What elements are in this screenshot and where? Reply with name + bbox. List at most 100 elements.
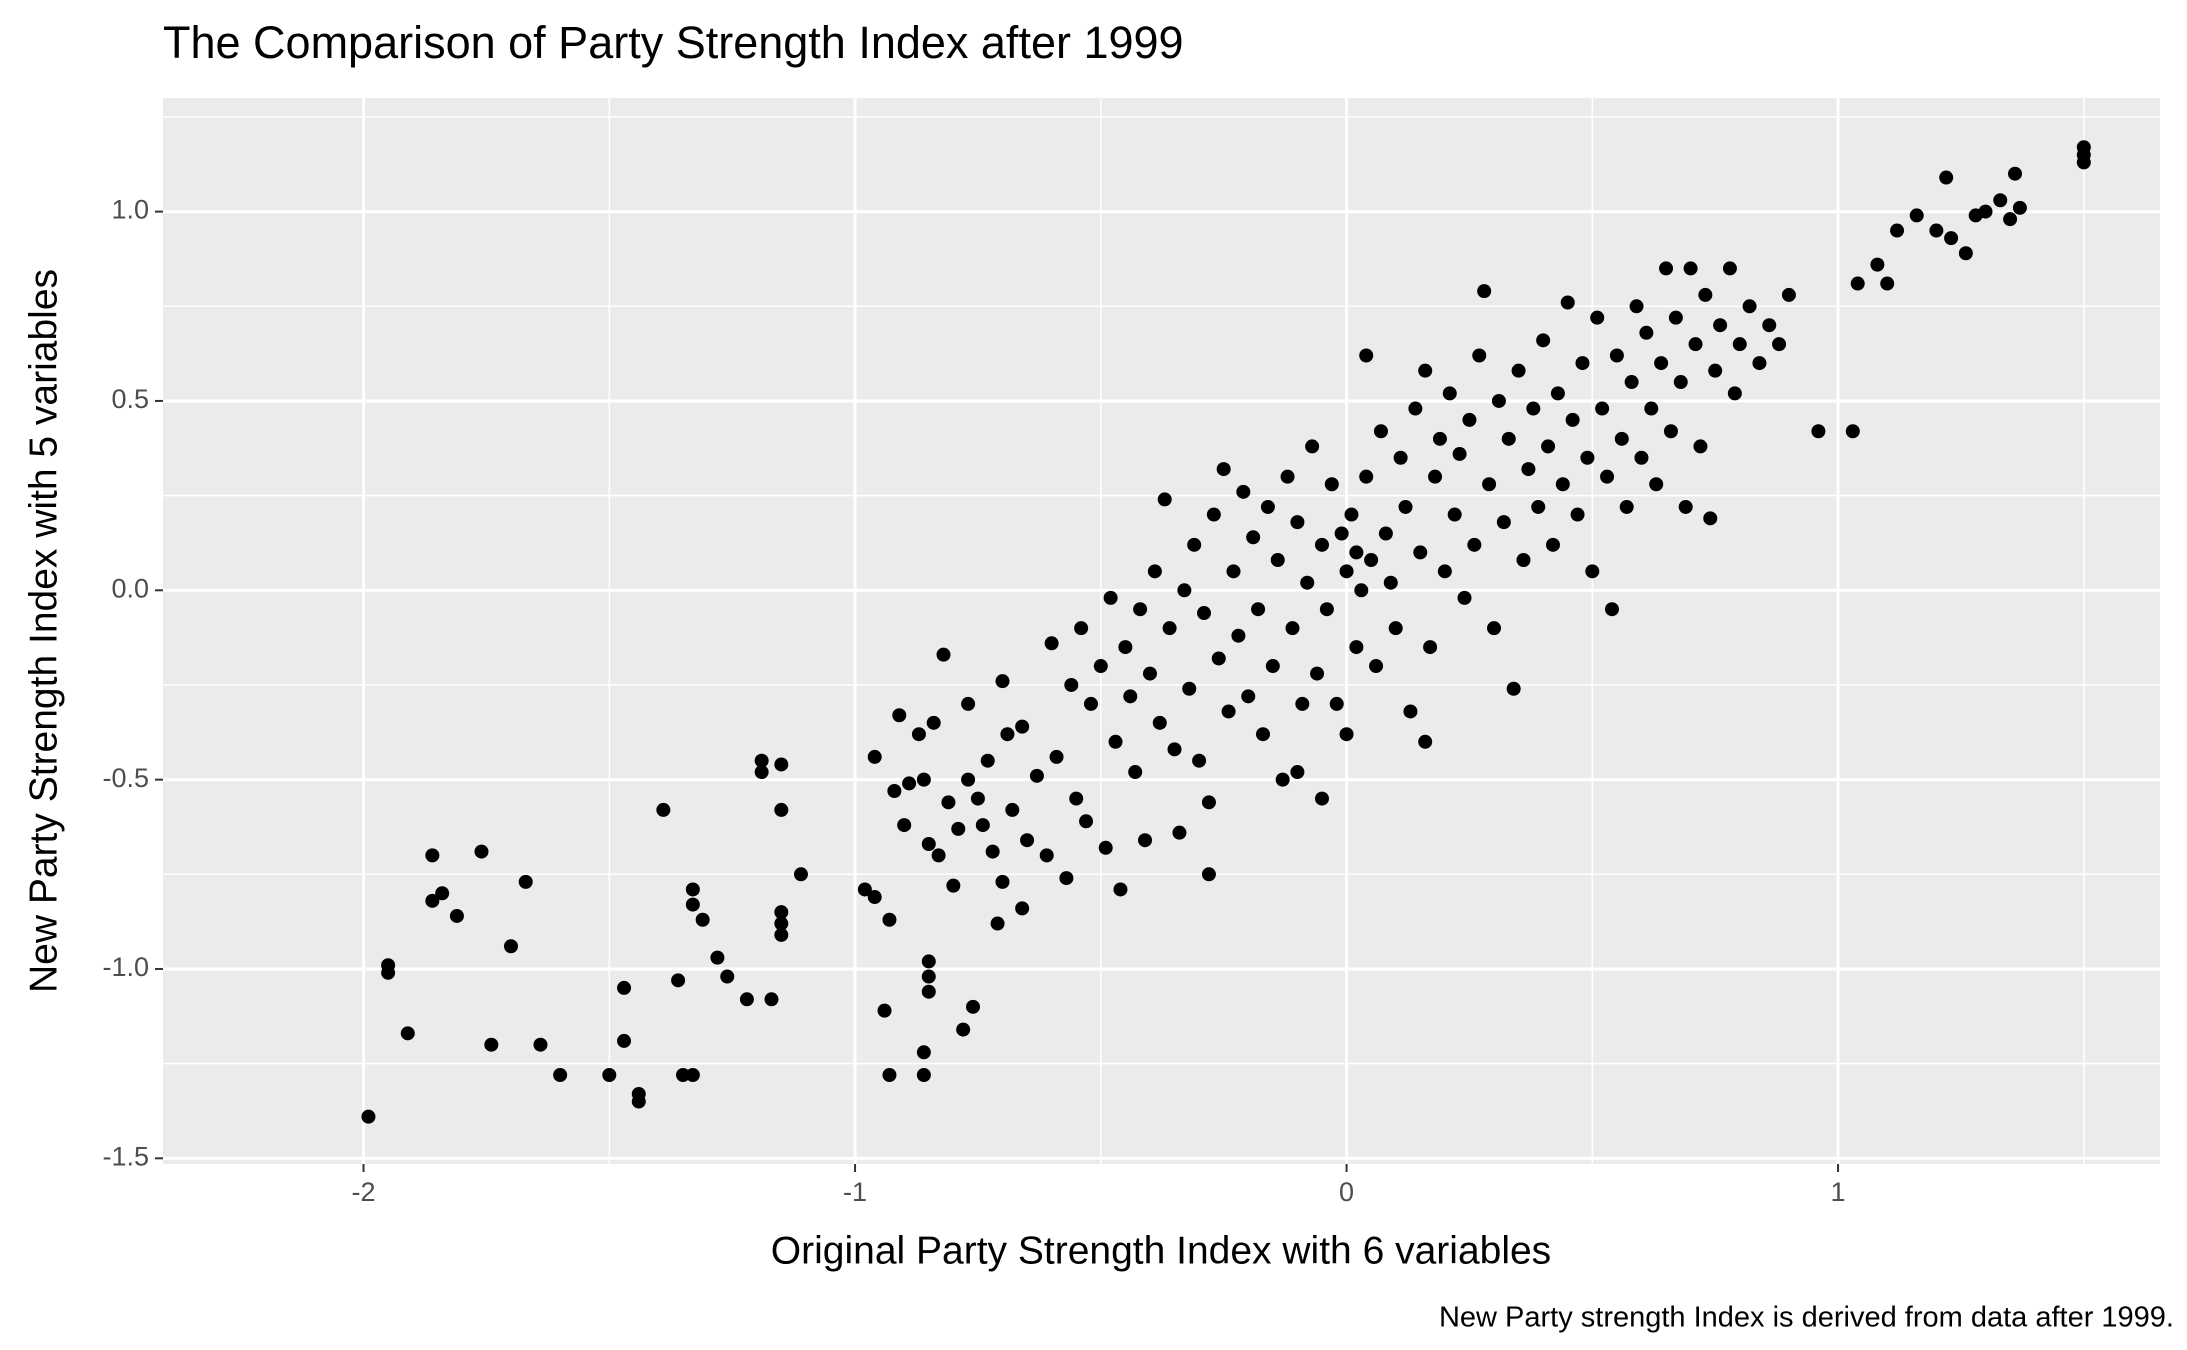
point — [1280, 469, 1295, 484]
point — [1575, 356, 1590, 371]
point — [1118, 640, 1133, 655]
point — [1329, 696, 1344, 711]
point — [1511, 363, 1526, 378]
point — [1103, 590, 1118, 605]
point — [936, 647, 951, 662]
point — [1693, 439, 1708, 454]
point — [887, 783, 902, 798]
point — [921, 984, 936, 999]
point — [1418, 363, 1433, 378]
point — [2008, 166, 2023, 181]
point — [1742, 299, 1757, 314]
point — [1472, 348, 1487, 363]
point — [941, 795, 956, 810]
point — [911, 727, 926, 742]
point — [1595, 401, 1610, 416]
point — [1880, 276, 1895, 291]
point — [754, 753, 769, 768]
point — [2003, 212, 2018, 227]
point — [892, 708, 907, 723]
point — [1108, 734, 1123, 749]
point — [1354, 583, 1369, 598]
point — [553, 1068, 568, 1083]
point — [425, 893, 440, 908]
point — [1059, 871, 1074, 886]
point — [1496, 515, 1511, 530]
x-tick-label: -1 — [843, 1177, 867, 1207]
y-tick-label: 0.0 — [111, 573, 149, 603]
point — [1290, 515, 1305, 530]
point — [1226, 564, 1241, 579]
point — [916, 1045, 931, 1060]
point — [484, 1037, 499, 1052]
point — [1477, 284, 1492, 299]
point — [1369, 659, 1384, 674]
point — [1659, 261, 1674, 276]
point — [1619, 499, 1634, 514]
point — [1314, 537, 1329, 552]
point — [1609, 348, 1624, 363]
point — [1708, 363, 1723, 378]
point — [916, 772, 931, 787]
point — [1428, 469, 1443, 484]
point — [1049, 749, 1064, 764]
point — [1172, 825, 1187, 840]
point — [518, 874, 533, 889]
point — [1324, 477, 1339, 492]
point — [774, 916, 789, 931]
point — [1452, 446, 1467, 461]
point — [1580, 450, 1595, 465]
point — [1560, 295, 1575, 310]
point — [1850, 276, 1865, 291]
point — [1015, 901, 1030, 916]
point — [1079, 814, 1094, 829]
point — [921, 969, 936, 984]
point — [1541, 439, 1556, 454]
point — [1629, 299, 1644, 314]
point — [1359, 469, 1374, 484]
point — [676, 1068, 691, 1083]
point — [916, 1068, 931, 1083]
point — [1167, 742, 1182, 757]
point — [1187, 537, 1202, 552]
point — [617, 1033, 632, 1048]
point — [503, 939, 518, 954]
y-tick-label: -0.5 — [102, 763, 149, 793]
point — [1339, 564, 1354, 579]
point — [1044, 636, 1059, 651]
point — [1005, 802, 1020, 817]
point — [1398, 499, 1413, 514]
point — [1585, 564, 1600, 579]
point — [1393, 450, 1408, 465]
point — [1364, 552, 1379, 567]
point — [1467, 537, 1482, 552]
point — [1565, 412, 1580, 427]
point — [1703, 511, 1718, 526]
point — [774, 905, 789, 920]
point — [1177, 583, 1192, 598]
point — [882, 1068, 897, 1083]
point — [926, 715, 941, 730]
point — [1482, 477, 1497, 492]
point — [1349, 640, 1364, 655]
point — [1373, 424, 1388, 439]
point — [1251, 602, 1266, 617]
point — [970, 791, 985, 806]
y-tick-label: 0.5 — [111, 384, 149, 414]
point — [361, 1109, 376, 1124]
x-axis-title: Original Party Strength Index with 6 var… — [771, 1229, 1551, 1272]
point — [1762, 318, 1777, 333]
point — [449, 908, 464, 923]
point — [1437, 564, 1452, 579]
point — [1319, 602, 1334, 617]
y-tick-label: -1.5 — [102, 1141, 149, 1171]
point — [1772, 337, 1787, 352]
point — [793, 867, 808, 882]
point — [1811, 424, 1826, 439]
point — [877, 1003, 892, 1018]
point — [774, 757, 789, 772]
point — [617, 980, 632, 995]
point — [656, 802, 671, 817]
point — [1993, 193, 2008, 208]
